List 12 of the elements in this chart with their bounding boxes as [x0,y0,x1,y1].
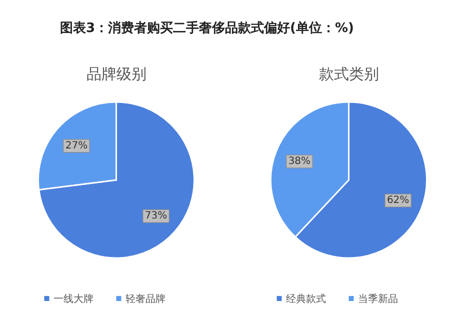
chart-subtitle: 品牌级别 [86,65,146,83]
legend-label: 经典款式 [286,293,326,305]
data-label: 62% [386,195,410,206]
legend-label: 轻奢品牌 [125,293,166,305]
chart-subtitle: 款式类别 [318,65,379,83]
legend-label: 一线大牌 [53,293,94,305]
chart-title: 图表3：消费者购买二手奢侈品款式偏好(单位：%) [60,20,354,36]
legend-label: 当季新品 [358,293,398,305]
data-label: 27% [65,140,88,152]
data-label: 38% [288,156,311,167]
pie-slice [38,101,195,259]
data-label: 73% [144,210,168,222]
